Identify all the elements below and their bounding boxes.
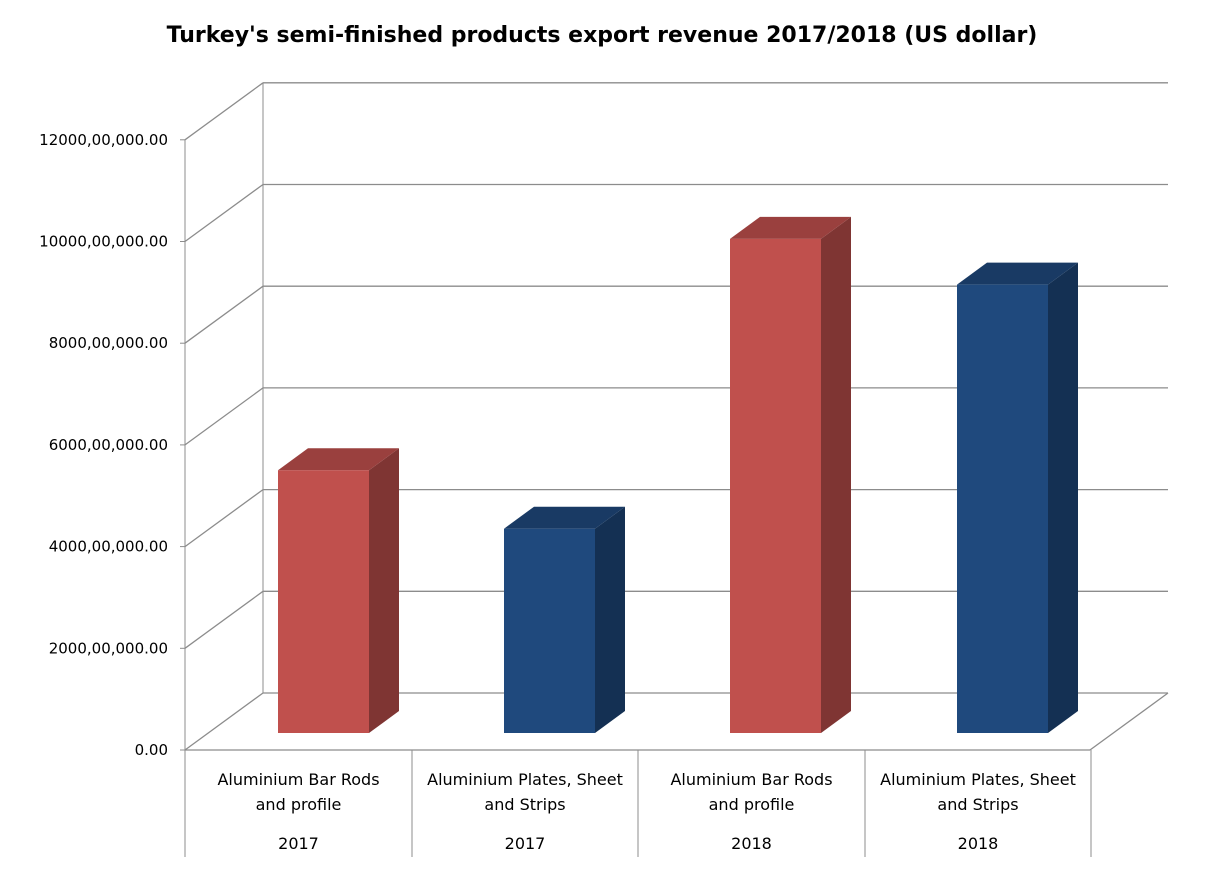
gridline-side — [184, 692, 264, 751]
x-year-label: 2017 — [278, 834, 319, 853]
gridline-side — [184, 489, 264, 548]
x-year-label: 2017 — [505, 834, 546, 853]
x-category-label: and profile — [256, 795, 342, 814]
bar-side-face — [821, 216, 851, 733]
bar-front-face — [278, 470, 369, 733]
bar — [730, 216, 851, 733]
y-tick-label: 6000,00,000.00 — [49, 436, 168, 454]
x-category-label: Aluminium Plates, Sheet — [880, 770, 1076, 789]
y-tick-label: 0.00 — [135, 741, 168, 759]
bar-top-face — [957, 262, 1078, 285]
bar-front-face — [730, 238, 821, 733]
gridline-side — [184, 590, 264, 649]
bar — [504, 506, 625, 733]
y-tick-label: 8000,00,000.00 — [49, 334, 168, 352]
floor-right-edge — [1089, 692, 1169, 751]
bar-side-face — [595, 506, 625, 733]
y-tick-label: 12000,00,000.00 — [39, 131, 168, 149]
x-category-label: and profile — [709, 795, 795, 814]
bar-top-face — [504, 506, 625, 529]
bar — [278, 448, 399, 733]
x-category-label: Aluminium Plates, Sheet — [427, 770, 623, 789]
bar-top-face — [730, 216, 851, 239]
bar-front-face — [504, 528, 595, 733]
x-category-label: and Strips — [937, 795, 1018, 814]
gridline-side — [184, 387, 264, 446]
x-axis: Aluminium Bar Rods and profile 2017 Alumini… — [184, 750, 1092, 857]
y-tick-label: 4000,00,000.00 — [49, 538, 168, 556]
x-year-label: 2018 — [731, 834, 772, 853]
x-year-label: 2018 — [958, 834, 999, 853]
gridline-side — [184, 285, 264, 344]
bar-side-face — [1048, 262, 1078, 733]
y-tick-label: 10000,00,000.00 — [39, 233, 168, 251]
bar-top-face — [278, 448, 399, 471]
y-tick-label: 2000,00,000.00 — [49, 639, 168, 657]
bars — [278, 216, 1078, 733]
bar-front-face — [957, 284, 1048, 733]
x-category-label: Aluminium Bar Rods — [217, 770, 379, 789]
bar-side-face — [369, 448, 399, 733]
bar — [957, 262, 1078, 733]
gridline-side — [184, 183, 264, 243]
x-category-label: Aluminium Bar Rods — [670, 770, 832, 789]
chart-title: Turkey's semi-finished products export r… — [167, 23, 1038, 48]
x-category-label: and Strips — [484, 795, 565, 814]
gridline-side — [184, 82, 264, 141]
y-axis-tick-labels: 0.00 2000,00,000.00 4000,00,000.00 6000,00,… — [39, 131, 168, 759]
